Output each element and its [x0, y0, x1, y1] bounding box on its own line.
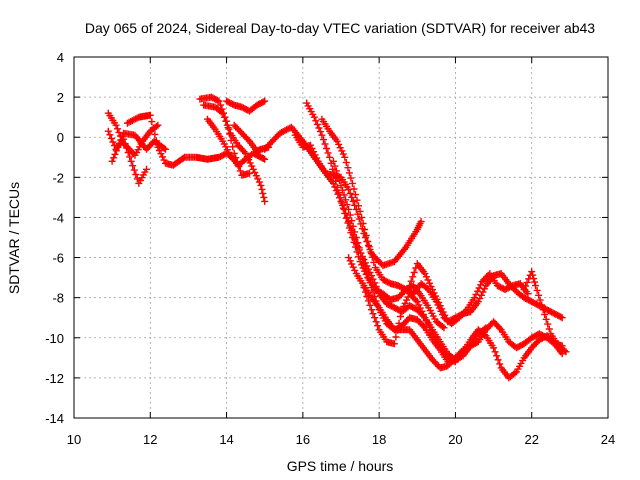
series-markers	[520, 268, 570, 356]
y-tick-label: 4	[57, 50, 64, 65]
series-track-17	[406, 260, 566, 326]
x-tick-label: 10	[67, 432, 81, 447]
series-markers	[360, 284, 566, 382]
y-tick-label: 2	[57, 90, 64, 105]
series-markers	[123, 111, 238, 169]
grid	[74, 57, 608, 418]
ticks	[73, 56, 609, 419]
series-track-18	[520, 268, 570, 356]
y-axis-label: SDTVAR / TECUs	[6, 182, 22, 294]
x-tick-label: 12	[143, 432, 157, 447]
y-tick-label: -10	[45, 331, 64, 346]
x-tick-label: 16	[296, 432, 310, 447]
y-tick-label: -8	[52, 291, 64, 306]
series-track-16	[360, 284, 566, 382]
x-tick-labels: 10 12 14 16 18 20 22 24	[67, 432, 615, 447]
series-markers	[261, 123, 425, 270]
series-track-4	[123, 111, 238, 169]
plot-frame	[73, 56, 609, 419]
x-tick-label: 14	[219, 432, 233, 447]
y-tick-label: -12	[45, 371, 64, 386]
series-track-7	[204, 115, 269, 169]
x-tick-label: 18	[372, 432, 386, 447]
y-tick-label: -6	[52, 251, 64, 266]
y-tick-label: -14	[45, 411, 64, 426]
series-track-10	[261, 123, 425, 270]
series-markers	[406, 260, 566, 326]
x-tick-label: 24	[601, 432, 615, 447]
y-tick-label: -2	[52, 170, 64, 185]
series-layer	[104, 93, 570, 382]
y-tick-label: -4	[52, 210, 64, 225]
series-markers	[204, 115, 269, 169]
x-tick-label: 20	[448, 432, 462, 447]
x-tick-label: 22	[524, 432, 538, 447]
y-tick-labels: 4 2 0 -2 -4 -6 -8 -10 -12 -14	[45, 50, 64, 426]
y-tick-label: 0	[57, 130, 64, 145]
series-track-9	[223, 97, 269, 115]
series-markers	[223, 97, 269, 115]
chart-title: Day 065 of 2024, Sidereal Day-to-day VTE…	[85, 20, 595, 36]
x-axis-label: GPS time / hours	[287, 458, 394, 474]
